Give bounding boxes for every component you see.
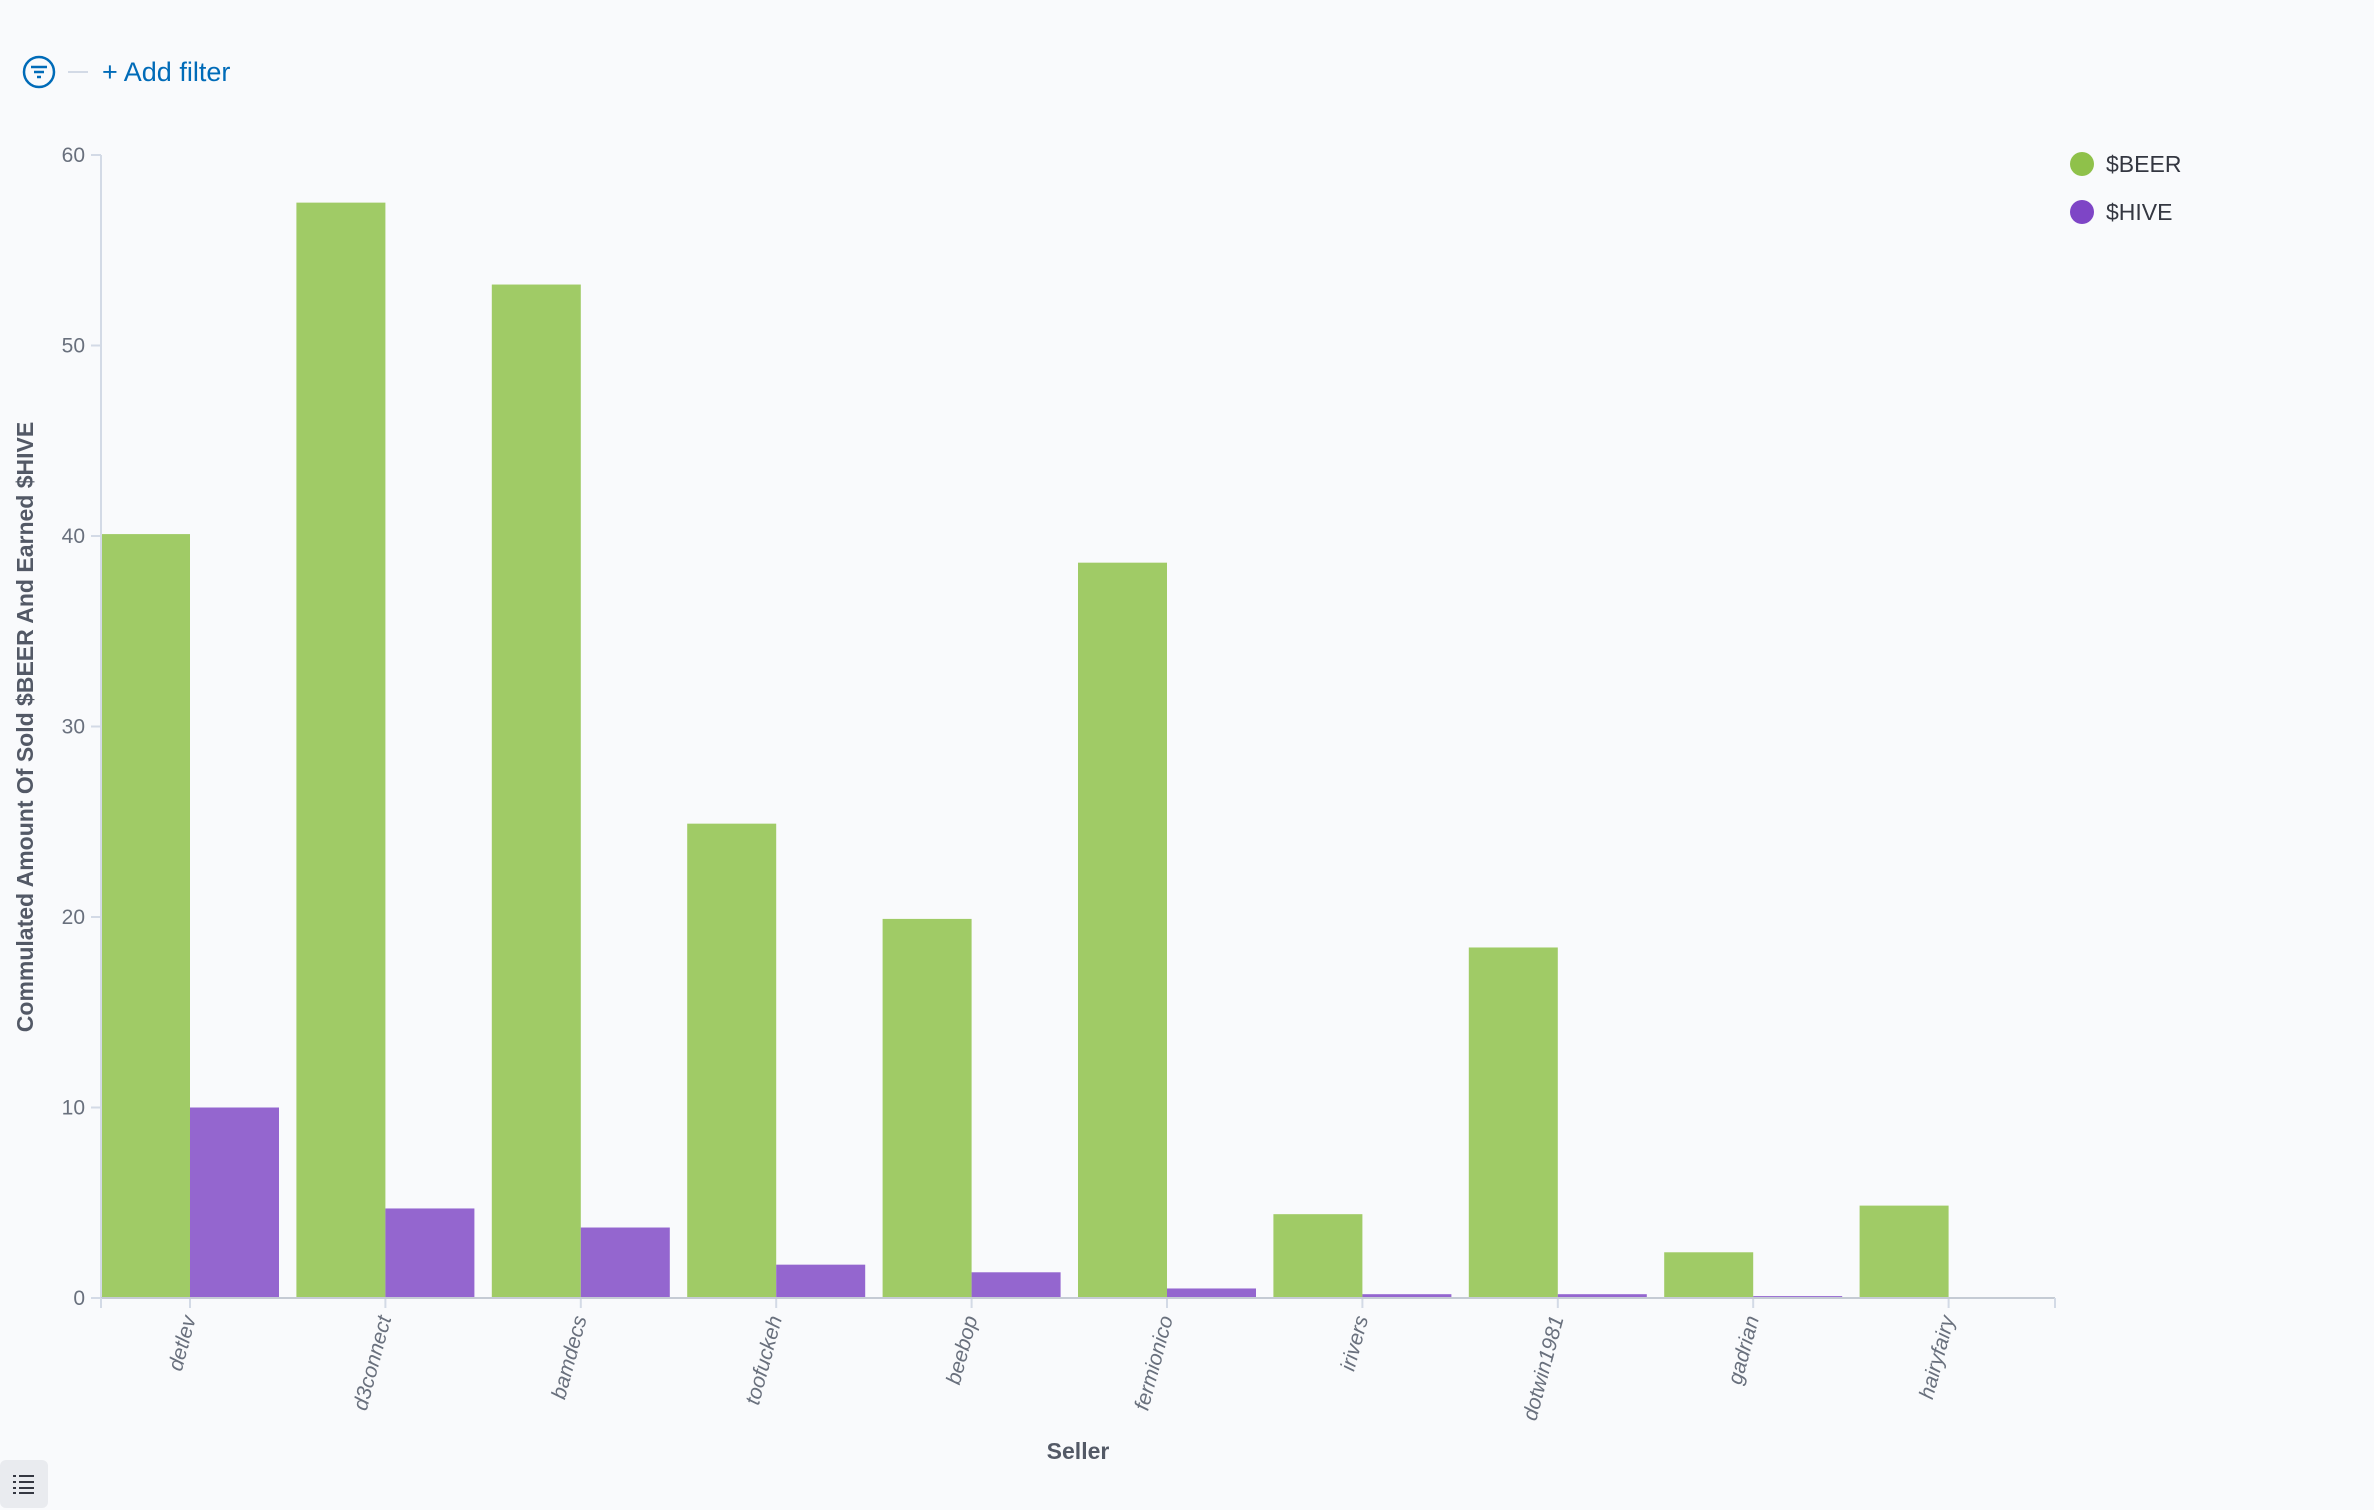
legend: $BEER $HIVE xyxy=(2070,140,2181,236)
bar-fermionico-hive[interactable] xyxy=(1167,1288,1256,1298)
legend-item-beer[interactable]: $BEER xyxy=(2070,140,2181,188)
y-tick-label: 50 xyxy=(62,335,85,358)
y-tick-label: 0 xyxy=(73,1287,85,1310)
bar-beebop-beer[interactable] xyxy=(882,918,972,1298)
x-tick-label: beebop xyxy=(942,1313,982,1387)
x-tick-label: toofuckeh xyxy=(741,1313,787,1407)
bar-detlev-beer[interactable] xyxy=(101,534,190,1298)
bar-bamdecs-hive[interactable] xyxy=(580,1227,670,1298)
legend-label: $BEER xyxy=(2106,150,2182,177)
bar-dotwin1981-hive[interactable] xyxy=(1557,1294,1647,1298)
bar-hairyfairy-beer[interactable] xyxy=(1859,1205,1949,1298)
filter-bar: + Add filter xyxy=(22,50,230,94)
x-tick-label: hairyfairy xyxy=(1915,1312,1960,1402)
bar-irivers-hive[interactable] xyxy=(1362,1294,1452,1298)
x-tick-label: detlev xyxy=(164,1312,201,1374)
bar-gadrian-beer[interactable] xyxy=(1664,1252,1754,1298)
x-tick-label: gadrian xyxy=(1724,1313,1764,1387)
bar-irivers-beer[interactable] xyxy=(1273,1214,1363,1298)
add-filter-button[interactable]: + Add filter xyxy=(102,56,231,87)
y-tick-label: 60 xyxy=(62,144,85,167)
bar-detlev-hive[interactable] xyxy=(190,1107,279,1299)
x-tick-label: d3connect xyxy=(349,1312,397,1413)
bar-d3connect-beer[interactable] xyxy=(296,202,386,1298)
bar-toofuckeh-beer[interactable] xyxy=(687,823,777,1298)
x-axis-title: Seller xyxy=(1047,1438,1110,1464)
x-tick-label: irivers xyxy=(1337,1313,1374,1374)
separator xyxy=(68,71,88,73)
y-tick-label: 10 xyxy=(62,1097,85,1120)
x-tick-label: dotwin1981 xyxy=(1519,1313,1569,1423)
legend-dot-icon xyxy=(2070,152,2094,176)
y-tick-label: 20 xyxy=(62,906,85,929)
legend-label: $HIVE xyxy=(2106,198,2173,225)
bar-d3connect-hive[interactable] xyxy=(385,1208,475,1298)
filter-icon[interactable] xyxy=(22,55,56,89)
y-tick-label: 30 xyxy=(62,716,85,739)
bar-bamdecs-beer[interactable] xyxy=(491,284,581,1298)
y-axis-title: Commulated Amount Of Sold $BEER And Earn… xyxy=(12,422,38,1032)
bar-toofuckeh-hive[interactable] xyxy=(776,1264,866,1298)
y-tick-label: 40 xyxy=(62,525,85,548)
x-tick-label: fermionico xyxy=(1131,1313,1178,1413)
legend-dot-icon xyxy=(2070,200,2094,224)
x-tick-label: bamdecs xyxy=(547,1313,591,1402)
bar-beebop-hive[interactable] xyxy=(971,1272,1061,1298)
list-icon xyxy=(13,1475,34,1494)
bar-fermionico-beer[interactable] xyxy=(1078,562,1167,1298)
bar-dotwin1981-beer[interactable] xyxy=(1468,947,1558,1298)
legend-toggle-button[interactable] xyxy=(0,1460,48,1508)
legend-item-hive[interactable]: $HIVE xyxy=(2070,188,2181,236)
